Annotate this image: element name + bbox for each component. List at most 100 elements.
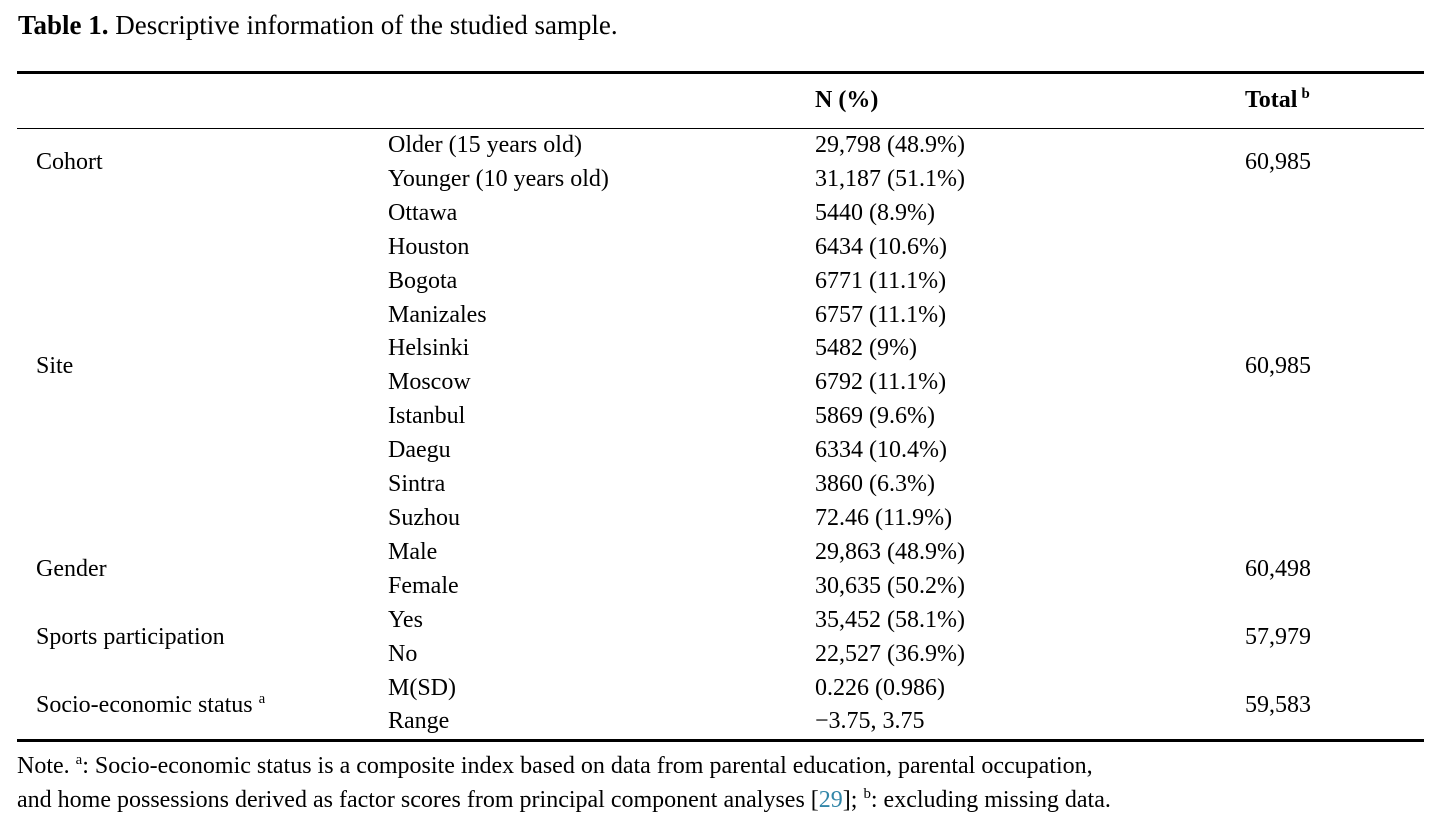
category-label: Socio-economic status a <box>36 690 266 718</box>
table-row: Manizales 6757 (11.1%) <box>388 299 1245 333</box>
row-label: Older (15 years old) <box>388 132 582 158</box>
row-label: Helsinki <box>388 335 470 362</box>
table-body: Cohort Older (15 years old) 29,798 (48.9… <box>17 129 1424 739</box>
note-sup-b: b <box>863 785 871 802</box>
row-value: 3860 (6.3%) <box>815 471 935 498</box>
row-value: 22,527 (36.9%) <box>815 640 965 667</box>
table-group-row: Sports participation Yes 35,452 (58.1%) … <box>17 604 1424 672</box>
table-row: Daegu 6334 (10.4%) <box>388 434 1245 468</box>
group-rows: Older (15 years old) 29,798 (48.9%) Youn… <box>388 129 1245 197</box>
table-top-rule <box>17 71 1424 74</box>
row-label: Istanbul <box>388 403 466 430</box>
row-value: 5440 (8.9%) <box>815 199 935 226</box>
table-row: Bogota 6771 (11.1%) <box>388 265 1245 299</box>
note-line-2: and home possessions derived as factor s… <box>17 783 1424 817</box>
row-value: 72.46 (11.9%) <box>815 504 953 531</box>
row-label: Yes <box>388 606 423 633</box>
table-header-rule <box>17 127 1424 129</box>
category-label: Gender <box>36 556 107 583</box>
category-label: Site <box>36 352 74 379</box>
row-label: M(SD) <box>388 674 457 701</box>
row-value: −3.75, 3.75 <box>815 708 925 735</box>
table-caption-label: Table 1. <box>18 10 109 40</box>
row-value: 6334 (10.4%) <box>815 437 947 464</box>
row-label: Bogota <box>388 267 458 294</box>
table-row: Younger (10 years old) 31,187 (51.1%) <box>388 163 1245 197</box>
table-caption: Table 1. Descriptive information of the … <box>17 8 1424 42</box>
group-total: 57,979 <box>1245 624 1311 651</box>
note-text-d: : excluding missing data. <box>870 786 1111 813</box>
table-note: Note. a: Socio-economic status is a comp… <box>17 749 1424 817</box>
row-label: Suzhou <box>388 504 460 531</box>
note-text-a: : Socio-economic status is a composite i… <box>82 752 1093 779</box>
row-label: Houston <box>388 233 470 260</box>
row-label: Female <box>388 572 459 599</box>
note-text-b: and home possessions derived as factor s… <box>17 786 819 813</box>
row-label: Ottawa <box>388 199 458 226</box>
row-label: Moscow <box>388 369 471 396</box>
row-value: 6792 (11.1%) <box>815 369 947 396</box>
note-line-1: Note. a: Socio-economic status is a comp… <box>17 749 1424 783</box>
table-row: Istanbul 5869 (9.6%) <box>388 400 1245 434</box>
header-n-pct: N (%) <box>815 87 879 113</box>
table-header: N (%) Total b <box>17 74 1424 128</box>
table-group-row: Cohort Older (15 years old) 29,798 (48.9… <box>17 129 1424 197</box>
category-cell: Socio-economic status a <box>17 672 388 740</box>
row-value: 29,798 (48.9%) <box>815 132 965 158</box>
table-row: Range −3.75, 3.75 <box>388 705 1245 739</box>
row-value: 6434 (10.6%) <box>815 233 947 260</box>
category-label: Cohort <box>36 149 103 176</box>
table-row: Yes 35,452 (58.1%) <box>388 604 1245 638</box>
table-row: Female 30,635 (50.2%) <box>388 570 1245 604</box>
row-label: No <box>388 640 418 667</box>
table-group-row: Socio-economic status a M(SD) 0.226 (0.9… <box>17 672 1424 740</box>
category-cell: Site <box>17 197 388 536</box>
group-rows: Yes 35,452 (58.1%) No 22,527 (36.9%) <box>388 604 1245 672</box>
header-total-sup: b <box>1301 86 1310 102</box>
table-row: Suzhou 72.46 (11.9%) <box>388 502 1245 536</box>
row-value: 5482 (9%) <box>815 335 917 362</box>
group-rows: Ottawa 5440 (8.9%) Houston 6434 (10.6%) … <box>388 197 1245 536</box>
table-row: Older (15 years old) 29,798 (48.9%) <box>388 129 1245 163</box>
row-label: Daegu <box>388 437 451 464</box>
group-total: 60,498 <box>1245 556 1311 583</box>
citation-link[interactable]: 29 <box>818 786 843 813</box>
category-label: Sports participation <box>36 624 225 651</box>
row-value: 6757 (11.1%) <box>815 301 947 328</box>
table-row: Sintra 3860 (6.3%) <box>388 468 1245 502</box>
row-label: Male <box>388 538 438 565</box>
table-group-row: Site Ottawa 5440 (8.9%) Houston 6434 (10… <box>17 197 1424 536</box>
table-row: Moscow 6792 (11.1%) <box>388 366 1245 400</box>
row-value: 29,863 (48.9%) <box>815 538 965 565</box>
group-rows: Male 29,863 (48.9%) Female 30,635 (50.2%… <box>388 536 1245 604</box>
row-value: 5869 (9.6%) <box>815 403 935 430</box>
table-row: Helsinki 5482 (9%) <box>388 332 1245 366</box>
row-label: Sintra <box>388 471 446 498</box>
table-row: Houston 6434 (10.6%) <box>388 231 1245 265</box>
category-cell: Sports participation <box>17 604 388 672</box>
table-row: M(SD) 0.226 (0.986) <box>388 672 1245 706</box>
row-value: 0.226 (0.986) <box>815 674 945 701</box>
table-row: No 22,527 (36.9%) <box>388 638 1245 672</box>
group-total: 59,583 <box>1245 691 1311 718</box>
category-cell: Cohort <box>17 129 388 197</box>
row-label: Range <box>388 708 450 735</box>
note-sup-a: a <box>75 751 83 768</box>
note-prefix: Note. <box>17 752 70 779</box>
note-text-c: ]; <box>842 786 864 813</box>
group-total: 60,985 <box>1245 352 1311 379</box>
group-total: 60,985 <box>1245 149 1311 176</box>
header-total: Total b <box>1245 86 1310 113</box>
row-label: Younger (10 years old) <box>388 165 609 192</box>
table-row: Ottawa 5440 (8.9%) <box>388 197 1245 231</box>
category-cell: Gender <box>17 536 388 604</box>
table-row: Male 29,863 (48.9%) <box>388 536 1245 570</box>
group-rows: M(SD) 0.226 (0.986) Range −3.75, 3.75 <box>388 672 1245 740</box>
row-value: 6771 (11.1%) <box>815 267 947 294</box>
row-value: 30,635 (50.2%) <box>815 572 965 599</box>
row-value: 31,187 (51.1%) <box>815 165 965 192</box>
table-group-row: Gender Male 29,863 (48.9%) Female 30,635… <box>17 536 1424 604</box>
table-bottom-rule <box>17 739 1424 742</box>
table-caption-text: Descriptive information of the studied s… <box>115 10 618 40</box>
